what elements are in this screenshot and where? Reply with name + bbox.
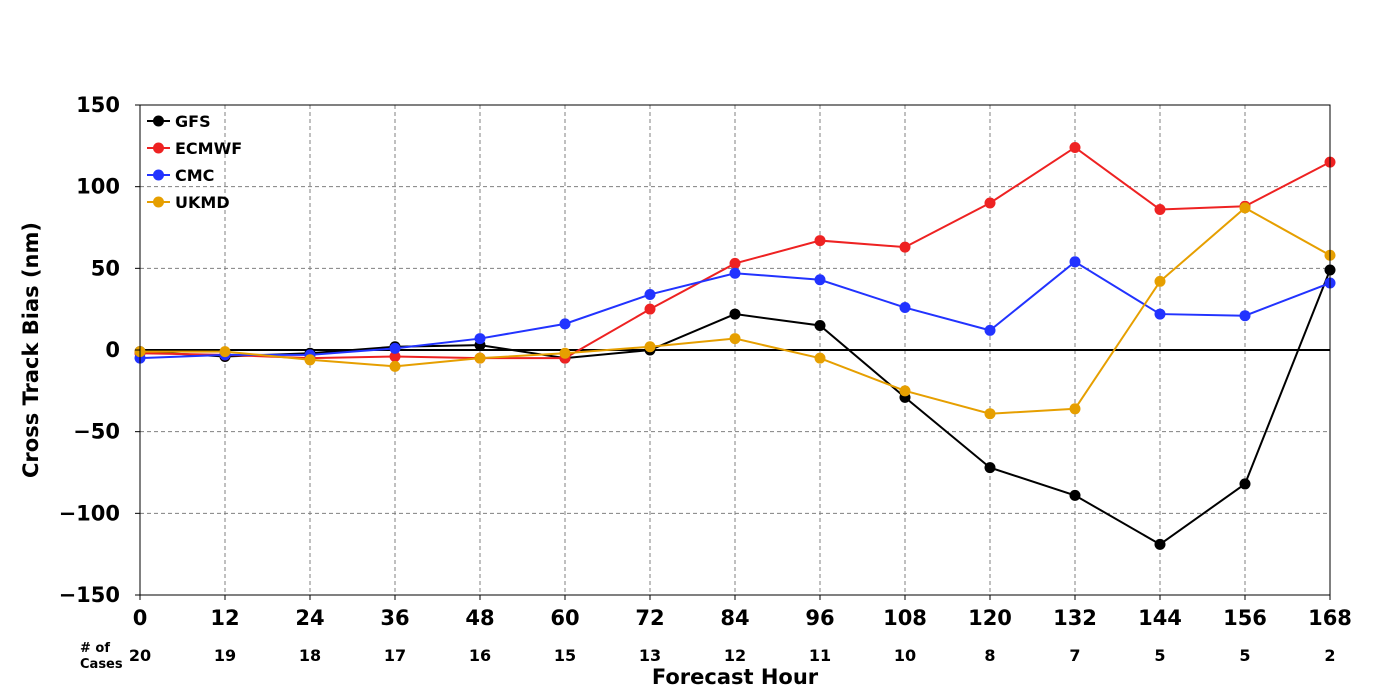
x-tick-label: 72 <box>635 606 664 630</box>
x-tick-label: 168 <box>1308 606 1352 630</box>
data-point-cmc <box>1154 308 1166 320</box>
x-tick-label: 144 <box>1138 606 1182 630</box>
legend-marker-ukmd <box>153 196 164 208</box>
case-count: 12 <box>724 646 746 665</box>
data-point-cmc <box>899 302 911 314</box>
x-tick-label: 12 <box>210 606 239 630</box>
case-count: 19 <box>214 646 236 665</box>
x-tick-label: 60 <box>550 606 579 630</box>
x-tick-label: 120 <box>968 606 1012 630</box>
data-point-gfs <box>729 308 741 320</box>
y-tick-label: 150 <box>76 93 120 117</box>
data-point-ukmd <box>1154 275 1166 287</box>
data-point-ukmd <box>984 408 996 420</box>
case-count: 2 <box>1324 646 1335 665</box>
data-point-gfs <box>984 462 996 474</box>
x-tick-label: 108 <box>883 606 927 630</box>
x-tick-label: 24 <box>295 606 324 630</box>
data-point-gfs <box>1069 489 1081 501</box>
y-tick-label: −50 <box>73 420 120 444</box>
x-tick-label: 96 <box>805 606 834 630</box>
data-point-ukmd <box>559 347 571 359</box>
data-point-cmc <box>559 318 571 330</box>
x-tick-label: 84 <box>720 606 749 630</box>
data-point-cmc <box>814 274 826 286</box>
data-point-ukmd <box>389 360 401 372</box>
cases-label: # of Cases <box>80 641 123 672</box>
data-point-ukmd <box>219 346 231 358</box>
case-count: 20 <box>129 646 151 665</box>
data-point-cmc <box>1239 310 1251 322</box>
legend: GFS ECMWF CMC UKMD <box>147 112 242 212</box>
legend-marker-cmc <box>153 169 164 181</box>
case-count: 10 <box>894 646 916 665</box>
case-count: 17 <box>384 646 406 665</box>
data-point-ukmd <box>304 354 316 366</box>
data-point-cmc <box>389 342 401 354</box>
data-point-ecmwf <box>984 197 996 209</box>
data-point-ecmwf <box>814 235 826 247</box>
data-point-ukmd <box>899 385 911 397</box>
y-tick-label: −150 <box>59 583 120 607</box>
data-point-ukmd <box>474 352 486 364</box>
data-point-ecmwf <box>899 241 911 253</box>
data-point-cmc <box>1069 256 1081 268</box>
legend-marker-ecmwf <box>153 142 164 154</box>
y-axis-label: Cross Track Bias (nm) <box>19 222 43 478</box>
series-layer <box>134 141 1336 550</box>
case-count: 11 <box>809 646 831 665</box>
data-point-ukmd <box>1239 202 1251 214</box>
case-count: 18 <box>299 646 321 665</box>
data-point-ecmwf <box>1069 141 1081 153</box>
data-point-ecmwf <box>1154 204 1166 216</box>
case-count: 5 <box>1239 646 1250 665</box>
x-tick-label: 36 <box>380 606 409 630</box>
data-point-ukmd <box>1069 403 1081 415</box>
x-tick-label: 132 <box>1053 606 1097 630</box>
x-tick-label: 48 <box>465 606 494 630</box>
case-count: 7 <box>1069 646 1080 665</box>
data-point-cmc <box>474 333 486 345</box>
legend-marker-gfs <box>153 115 164 127</box>
data-point-ecmwf <box>644 303 656 315</box>
cases-row: 20 19 18 17 16 15 13 12 11 10 8 7 5 5 2 <box>129 646 1336 665</box>
data-point-ukmd <box>644 341 656 353</box>
legend-label-gfs: GFS <box>175 112 211 131</box>
data-point-ukmd <box>814 352 826 364</box>
data-point-cmc <box>729 267 741 279</box>
case-count: 5 <box>1154 646 1165 665</box>
data-point-cmc <box>644 288 656 300</box>
case-count: 13 <box>639 646 661 665</box>
data-point-gfs <box>1154 538 1166 550</box>
data-point-ecmwf <box>729 257 741 269</box>
x-axis-label: Forecast Hour <box>652 665 819 689</box>
legend-label-ukmd: UKMD <box>175 193 230 212</box>
y-tick-label: 0 <box>105 338 120 362</box>
y-tick-label: 100 <box>76 175 120 199</box>
ticks: 0 12 24 36 48 60 72 84 96 108 120 132 144 156 168 150 10… <box>59 93 1352 630</box>
data-point-gfs <box>1239 478 1251 490</box>
x-tick-label: 156 <box>1223 606 1267 630</box>
data-point-ecmwf <box>389 351 401 363</box>
case-count: 8 <box>984 646 995 665</box>
data-point-cmc <box>984 324 996 336</box>
case-count: 16 <box>469 646 491 665</box>
x-tick-label: 0 <box>133 606 148 630</box>
legend-label-ecmwf: ECMWF <box>175 139 242 158</box>
case-count: 15 <box>554 646 576 665</box>
y-tick-label: −100 <box>59 501 120 525</box>
y-tick-label: 50 <box>91 256 120 280</box>
data-point-gfs <box>814 320 826 331</box>
legend-label-cmc: CMC <box>175 166 214 185</box>
data-point-ukmd <box>729 333 741 345</box>
